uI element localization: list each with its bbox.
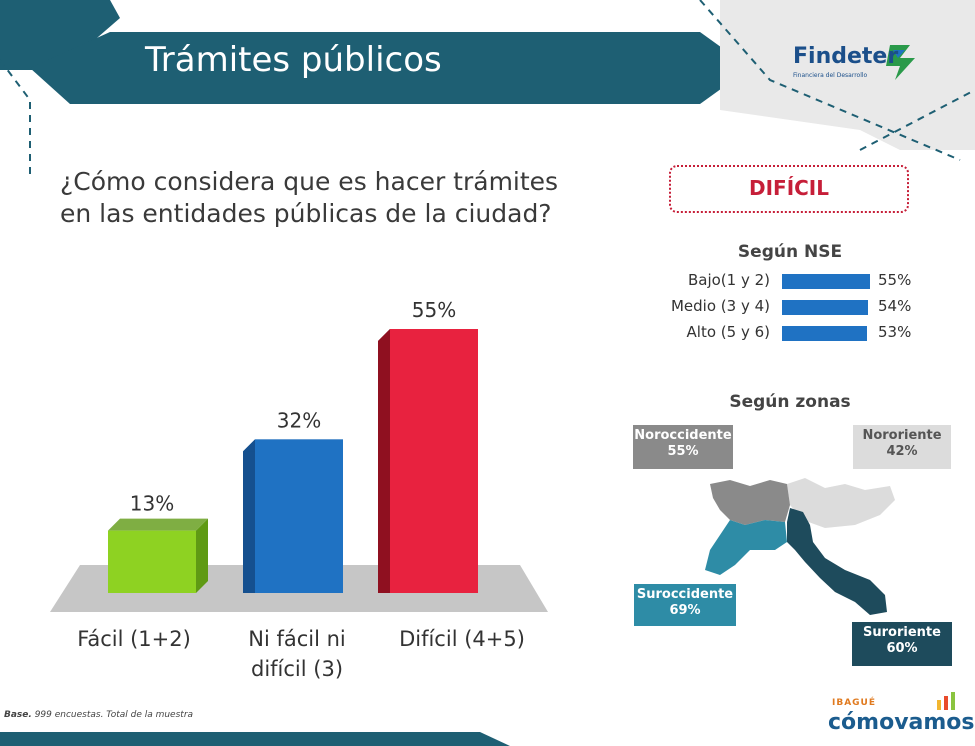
nse-bar-2 [782, 326, 867, 341]
nse-label-2: Alto (5 y 6) [686, 323, 770, 341]
bar-2 [390, 329, 478, 593]
zone-box-noroccidente: Noroccidente 55% [633, 425, 733, 469]
base-note-text: 999 encuestas. Total de la muestra [31, 710, 194, 720]
zone-name: Suroccidente [636, 587, 734, 602]
comovamos-logo: cómovamos [828, 710, 975, 735]
zone-name: Suroriente [863, 625, 941, 640]
category-label-0: Fácil (1+2) [77, 627, 191, 651]
nse-value-1: 54% [878, 297, 912, 315]
dificil-heading: DIFÍCIL [748, 176, 829, 200]
bar-side-0 [196, 518, 208, 593]
nse-label-0: Bajo(1 y 2) [687, 271, 770, 289]
bar-value-label-1: 32% [277, 408, 321, 432]
page-title: Trámites públicos [145, 40, 442, 80]
zone-box-suroriente: Suroriente 60% [852, 622, 952, 666]
zone-name: Noroccidente [634, 428, 732, 443]
nse-bar-1 [782, 300, 869, 315]
dificil-frame [669, 165, 909, 213]
findeter-tagline: Financiera del Desarrollo [793, 72, 868, 79]
comovamos-city: IBAGUÉ [832, 698, 877, 708]
main-bar-chart: 13% 32% 55% [108, 298, 478, 593]
bar-value-label-0: 13% [130, 492, 174, 516]
zone-value: 42% [886, 444, 918, 459]
nse-title: Según NSE [737, 242, 843, 262]
zone-value: 55% [667, 444, 699, 459]
zone-name: Nororiente [862, 428, 942, 443]
zone-value: 60% [886, 641, 918, 656]
bar-side-2 [378, 329, 390, 593]
nse-bar-0 [782, 274, 870, 289]
nse-label-1: Medio (3 y 4) [670, 297, 770, 315]
base-note-label: Base. [4, 710, 32, 720]
map-zone-suroccidente [705, 520, 787, 575]
nse-value-0: 55% [878, 271, 912, 289]
bar-0 [108, 530, 196, 593]
nse-value-2: 53% [878, 323, 912, 341]
survey-question: ¿Cómo considera que es hacer trámites en… [60, 167, 559, 228]
ibague-zone-map [705, 478, 895, 615]
category-label-2: Difícil (4+5) [399, 627, 525, 651]
zone-value: 69% [669, 603, 701, 618]
base-note: Base. 999 encuestas. Total de la muestra [4, 710, 193, 720]
map-zone-suroriente [787, 508, 887, 615]
category-label-1: Ni fácil ni difícil (3) [248, 627, 346, 681]
zone-box-nororiente: Nororiente 42% [853, 425, 951, 469]
map-zone-noroccidente [710, 480, 790, 525]
findeter-logo: Findeter [793, 44, 899, 69]
bar-side-1 [243, 439, 255, 593]
bar-1 [255, 439, 343, 593]
zonas-title: Según zonas [729, 392, 851, 412]
bar-value-label-2: 55% [412, 298, 456, 322]
bar-top-0 [108, 518, 208, 531]
map-zone-nororiente [787, 478, 895, 528]
zone-box-suroccidente: Suroccidente 69% [634, 584, 736, 626]
